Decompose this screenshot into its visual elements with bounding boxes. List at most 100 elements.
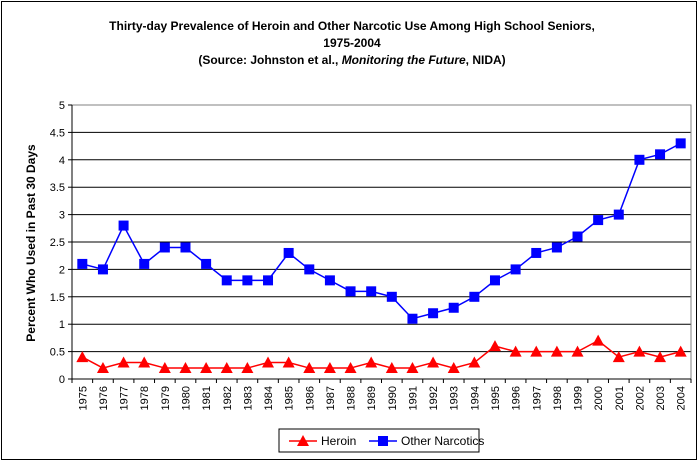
y-tick-label: 3.5 [50,182,65,194]
data-point [593,215,604,226]
data-point [221,275,232,286]
data-point [96,362,109,374]
data-point [654,351,667,363]
data-point [489,275,500,286]
x-tick-label: 1984 [263,386,275,410]
x-tick-label: 1992 [428,386,440,410]
legend: Heroin Other Narcotics [278,428,484,453]
data-point [118,220,129,231]
data-point [551,242,562,253]
data-point [200,362,213,374]
legend-item: Other Narcotics [369,434,484,448]
axes [68,104,692,383]
x-tick-label: 1981 [201,386,213,410]
x-tick-label: 1993 [449,386,461,410]
data-point [448,302,459,313]
chart-title-line2: 1975-2004 [323,36,381,50]
y-axis-label: Percent Who Used in Past 30 Days [24,144,38,342]
data-point [385,362,398,374]
data-point [386,291,397,302]
data-point [366,286,377,297]
data-point [304,264,315,275]
data-point [613,209,624,220]
y-tick-label: 0.5 [50,347,65,359]
data-point [201,258,212,269]
data-point [571,345,584,357]
data-point [323,362,336,374]
data-point [179,362,192,374]
data-point [531,247,542,258]
data-point [469,291,480,302]
data-point [138,356,151,368]
series-0 [76,334,687,374]
data-point [241,362,254,374]
series-line [81,339,681,369]
data-point [77,258,88,269]
data-point [655,149,666,160]
y-tick-label: 0 [59,374,65,386]
data-point [428,308,439,319]
x-tick-label: 2002 [634,386,646,410]
data-point [324,275,335,286]
gridlines [72,131,691,353]
x-tick-label: 1977 [119,386,131,410]
data-point [427,356,440,368]
y-tick-label: 2 [59,264,65,276]
x-tick-label: 1989 [366,386,378,410]
data-point [550,345,563,357]
x-tick-label: 2000 [593,386,605,410]
x-tick-label: 2001 [614,386,626,410]
data-point [303,362,316,374]
chart-source-prefix: (Source: Johnston et al., [198,53,341,67]
data-point [220,362,233,374]
legend-marker [378,436,388,446]
data-point [117,356,130,368]
data-point [282,356,295,368]
y-tick-label: 4 [59,155,65,167]
legend-label: Heroin [321,434,356,448]
y-tick-label: 5 [59,100,65,112]
data-point [510,264,521,275]
data-point [634,154,645,165]
y-tick-label: 3 [59,210,65,222]
x-tick-label: 1995 [490,386,502,410]
data-point [159,242,170,253]
data-point [344,362,357,374]
data-point [612,351,625,363]
x-tick-label: 1990 [387,386,399,410]
x-tick-label: 1976 [98,386,110,410]
data-point [139,258,150,269]
data-point [674,345,687,357]
data-point [407,313,418,324]
x-tick-label: 2003 [655,386,667,410]
data-point [180,242,191,253]
data-point [345,286,356,297]
y-tick-label: 4.5 [50,127,65,139]
data-point [76,351,89,363]
x-tick-label: 1988 [346,386,358,410]
x-tick-label: 1996 [511,386,523,410]
x-tick-label: 1991 [407,386,419,410]
x-tick-label: 1979 [160,386,172,410]
y-tick-label: 1 [59,319,65,331]
data-point [509,345,522,357]
y-tick-label: 1.5 [50,292,65,304]
x-tick-label: 1997 [531,386,543,410]
y-tick-labels: 0 0.5 1 1.5 2 2.5 3 3.5 4 4.5 5 [50,100,65,386]
x-tick-label: 1982 [222,386,234,410]
data-point [592,334,605,346]
data-point [488,340,501,352]
x-tick-label: 2004 [676,386,688,410]
chart-title-line3: (Source: Johnston et al., Monitoring the… [198,53,505,67]
data-point [447,362,460,374]
data-point [283,247,294,258]
x-tick-label: 1975 [77,386,89,410]
legend-item: Heroin [289,434,356,448]
legend-label: Other Narcotics [401,434,484,448]
x-tick-label: 1978 [139,386,151,410]
data-point [572,231,583,242]
x-tick-label: 1986 [304,386,316,410]
series-layer [76,138,687,374]
